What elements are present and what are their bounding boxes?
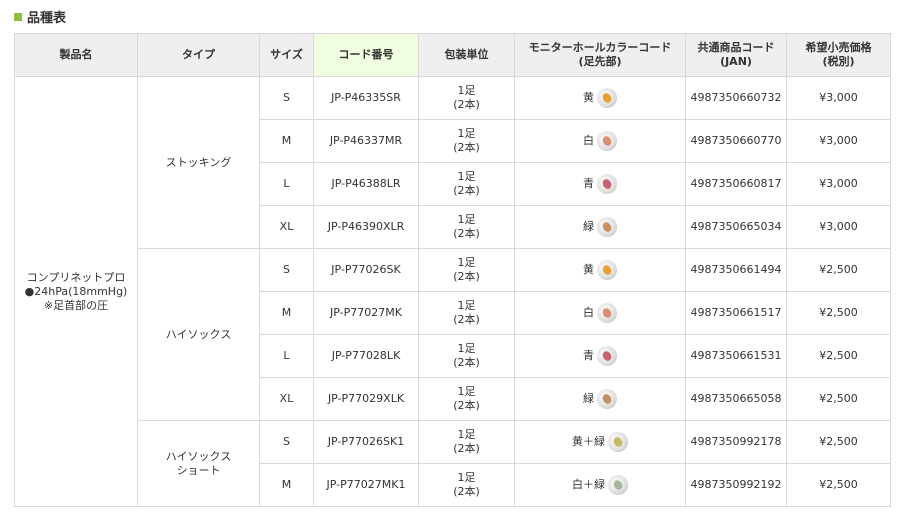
monitor-hole-color-icon [597, 389, 617, 409]
monitor-hole-color-icon [597, 131, 617, 151]
price-cell: ¥2,500 [786, 248, 891, 292]
size-cell: M [259, 291, 314, 335]
price-cell: ¥2,500 [786, 334, 891, 378]
price-cell: ¥3,000 [786, 162, 891, 206]
code-cell: JP-P77029XLK [313, 377, 419, 421]
code-cell: JP-P77026SK1 [313, 420, 419, 464]
jan-cell: 4987350992178 [685, 420, 787, 464]
jan-cell: 4987350660817 [685, 162, 787, 206]
monitor-hole-color-icon [597, 346, 617, 366]
unit-cell: 1足 (2本) [418, 76, 515, 120]
code-cell: JP-P46388LR [313, 162, 419, 206]
monitor-hole-color-icon [597, 217, 617, 237]
column-header: タイプ [137, 33, 260, 77]
jan-cell: 4987350661531 [685, 334, 787, 378]
jan-cell: 4987350660770 [685, 119, 787, 163]
color-cell: 白 [514, 119, 686, 163]
unit-cell: 1足 (2本) [418, 162, 515, 206]
code-cell: JP-P77027MK1 [313, 463, 419, 507]
table-row: L JP-P46388LR 1足 (2本) 青 4987350660817 ¥3,000 [15, 162, 891, 206]
size-cell: L [259, 162, 314, 206]
product-name-cell: コンプリネットプロ ●24hPa(18mmHg) ※足首部の圧 [14, 76, 138, 507]
column-header: 共通商品コード (JAN) [685, 33, 787, 77]
color-cell: 青 [514, 334, 686, 378]
code-cell: JP-P46390XLR [313, 205, 419, 249]
column-header: 製品名 [14, 33, 138, 77]
jan-cell: 4987350992192 [685, 463, 787, 507]
type-cell: ハイソックス [137, 248, 260, 421]
unit-cell: 1足 (2本) [418, 377, 515, 421]
monitor-hole-color-icon [597, 88, 617, 108]
column-header: コード番号 [313, 33, 419, 77]
price-cell: ¥3,000 [786, 76, 891, 120]
table-row: M JP-P77027MK 1足 (2本) 白 4987350661517 ¥2,500 [15, 291, 891, 335]
size-cell: L [259, 334, 314, 378]
table-row: コンプリネットプロ ●24hPa(18mmHg) ※足首部の圧 ストッキング S JP-P… [14, 76, 891, 507]
size-cell: S [259, 76, 314, 120]
monitor-hole-color-icon [597, 174, 617, 194]
price-cell: ¥3,000 [786, 119, 891, 163]
color-cell: 緑 [514, 377, 686, 421]
unit-cell: 1足 (2本) [418, 334, 515, 378]
size-cell: S [259, 420, 314, 464]
unit-cell: 1足 (2本) [418, 205, 515, 249]
code-cell: JP-P46335SR [313, 76, 419, 120]
color-cell: 白 [514, 291, 686, 335]
table-row: ハイソックス S JP-P77026SK 1足 (2本) 黄 4987350661494 ¥2… [15, 248, 891, 421]
unit-cell: 1足 (2本) [418, 291, 515, 335]
price-cell: ¥2,500 [786, 377, 891, 421]
unit-cell: 1足 (2本) [418, 420, 515, 464]
code-cell: JP-P77027MK [313, 291, 419, 335]
product-table: 製品名 タイプ サイズ コード番号 包装単位 モニターホールカラーコード (足先部) 共通商品… [14, 33, 891, 507]
square-bullet-icon [14, 12, 22, 21]
table-row: XL JP-P46390XLR 1足 (2本) 緑 4987350665034 ¥3,000 [15, 205, 891, 249]
price-cell: ¥2,500 [786, 291, 891, 335]
jan-cell: 4987350665058 [685, 377, 787, 421]
size-cell: S [259, 248, 314, 292]
color-cell: 黄＋緑 [514, 420, 686, 464]
unit-cell: 1足 (2本) [418, 248, 515, 292]
jan-cell: 4987350665034 [685, 205, 787, 249]
color-cell: 白＋緑 [514, 463, 686, 507]
color-cell: 緑 [514, 205, 686, 249]
price-cell: ¥2,500 [786, 420, 891, 464]
size-cell: M [259, 119, 314, 163]
table-row: L JP-P77028LK 1足 (2本) 青 4987350661531 ¥2,500 [15, 334, 891, 378]
size-cell: XL [259, 205, 314, 249]
price-cell: ¥2,500 [786, 463, 891, 507]
code-cell: JP-P46337MR [313, 119, 419, 163]
jan-cell: 4987350661494 [685, 248, 787, 292]
table-row: M JP-P46337MR 1足 (2本) 白 4987350660770 ¥3,000 [15, 119, 891, 163]
code-cell: JP-P77028LK [313, 334, 419, 378]
price-cell: ¥3,000 [786, 205, 891, 249]
size-cell: M [259, 463, 314, 507]
unit-cell: 1足 (2本) [418, 463, 515, 507]
monitor-hole-color-icon [597, 260, 617, 280]
table-row: M JP-P77027MK1 1足 (2本) 白＋緑 4987350992192 ¥2,50… [15, 463, 891, 507]
size-cell: XL [259, 377, 314, 421]
table-row: ハイソックス ショート S JP-P77026SK1 1足 (2本) 黄＋緑 49873509… [15, 420, 891, 507]
monitor-hole-color-icon [608, 432, 628, 452]
column-header: モニターホールカラーコード (足先部) [514, 33, 686, 77]
color-cell: 黄 [514, 76, 686, 120]
jan-cell: 4987350661517 [685, 291, 787, 335]
jan-cell: 4987350660732 [685, 76, 787, 120]
section-title: 品種表 [14, 7, 66, 26]
code-cell: JP-P77026SK [313, 248, 419, 292]
monitor-hole-color-icon [608, 475, 628, 495]
color-cell: 青 [514, 162, 686, 206]
column-header: 希望小売価格 (税別) [786, 33, 891, 77]
color-cell: 黄 [514, 248, 686, 292]
monitor-hole-color-icon [597, 303, 617, 323]
column-header: 包装単位 [418, 33, 515, 77]
unit-cell: 1足 (2本) [418, 119, 515, 163]
type-cell: ハイソックス ショート [137, 420, 260, 507]
type-cell: ストッキング [137, 76, 260, 249]
column-header: サイズ [259, 33, 314, 77]
